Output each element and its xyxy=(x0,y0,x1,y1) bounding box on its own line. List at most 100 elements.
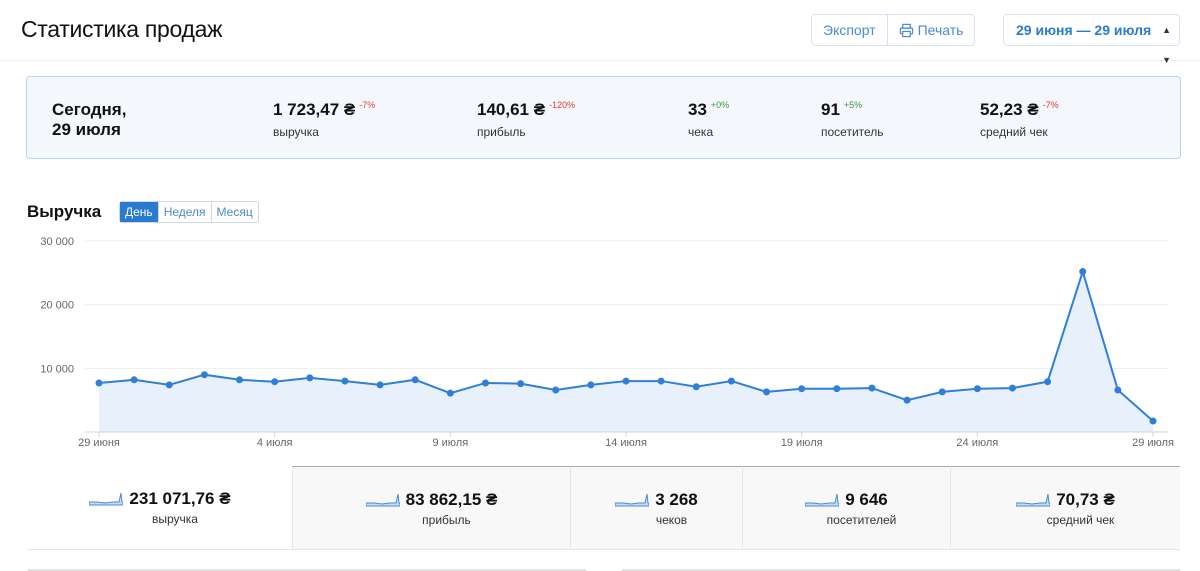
print-label: Печать xyxy=(917,22,964,38)
totals-bar: 231 071,76 ₴ выручка 83 862,15 ₴ прибыль 3 2… xyxy=(28,466,1180,550)
stat-delta: -7% xyxy=(1042,100,1059,110)
x-tick-label: 29 июля xyxy=(1132,437,1174,449)
x-tick-label: 19 июля xyxy=(781,437,823,449)
data-point xyxy=(622,377,630,385)
sparkline-icon xyxy=(365,493,400,506)
total-tab[interactable]: 3 268 чеков xyxy=(570,466,742,549)
total-label: посетителей xyxy=(826,512,897,527)
x-tick-label: 4 июля xyxy=(257,437,293,449)
export-button[interactable]: Экспорт xyxy=(812,15,887,45)
data-point xyxy=(798,385,806,393)
data-point xyxy=(763,388,771,396)
x-tick-label: 14 июля xyxy=(605,437,647,449)
total-tab[interactable]: 70,73 ₴ средний чек xyxy=(950,466,1180,549)
data-point xyxy=(481,379,489,387)
data-point xyxy=(130,376,138,384)
sparkline-icon xyxy=(805,493,840,506)
data-point xyxy=(587,381,595,389)
sparkline-icon xyxy=(615,493,650,506)
page-title: Статистика продаж xyxy=(21,16,223,42)
date-range-select[interactable]: 29 июня — 29 июля ▲ ▼ xyxy=(1003,14,1180,65)
header: Статистика продаж Экспорт Печать 29 июня… xyxy=(0,0,1200,65)
data-point xyxy=(903,396,911,404)
x-tick-label: 24 июля xyxy=(956,437,998,449)
stat-label: выручка xyxy=(273,125,319,139)
stat-delta: +5% xyxy=(843,100,863,110)
revenue-title: Выручка xyxy=(27,202,102,221)
data-point xyxy=(552,386,560,394)
sort-arrows-icon: ▲ ▼ xyxy=(1162,25,1171,65)
print-button[interactable]: Печать xyxy=(886,15,975,45)
y-tick-label: 10 000 xyxy=(40,363,74,375)
total-value: 70,73 ₴ xyxy=(1056,489,1115,509)
data-point xyxy=(306,374,314,382)
sparkline-icon xyxy=(89,492,124,506)
today-label: Сегодня, 29 июля xyxy=(52,100,127,139)
stat-value: 140,61 ₴ xyxy=(477,100,546,119)
today-stat: 52,23 ₴ -7% средний чек xyxy=(980,100,1059,139)
total-tab[interactable]: 83 862,15 ₴ прибыль xyxy=(292,466,570,549)
export-label: Экспорт xyxy=(823,22,876,38)
data-point xyxy=(1044,378,1052,386)
period-switcher: День Неделя Месяц xyxy=(119,201,259,223)
total-label: прибыль xyxy=(422,512,471,527)
data-point xyxy=(657,377,665,385)
data-point xyxy=(341,377,349,385)
sparkline-icon xyxy=(1016,493,1051,506)
data-point xyxy=(692,383,700,391)
date-range-value: 29 июня — 29 июля xyxy=(1016,22,1152,38)
data-point xyxy=(95,379,103,387)
stat-value: 52,23 ₴ xyxy=(980,100,1039,119)
data-point xyxy=(517,380,525,388)
divider xyxy=(622,569,1180,571)
data-point xyxy=(833,385,841,393)
data-point xyxy=(1114,386,1122,394)
revenue-chart: 10 000 20 000 30 000 29 июня 4 июля 9 июля 14 … xyxy=(40,236,1174,449)
stat-delta: -7% xyxy=(359,100,376,110)
data-point xyxy=(446,389,454,397)
today-summary: Сегодня, 29 июля 1 723,47 ₴ -7% выручка 140,… xyxy=(26,76,1181,159)
x-tick-label: 9 июля xyxy=(432,437,468,449)
data-point xyxy=(868,384,876,392)
y-tick-label: 20 000 xyxy=(40,300,74,312)
total-tab[interactable]: 9 646 посетителей xyxy=(742,466,950,549)
data-point xyxy=(376,381,384,389)
period-tab[interactable]: Месяц xyxy=(210,202,258,222)
today-stat: 1 723,47 ₴ -7% выручка xyxy=(273,100,375,139)
data-point xyxy=(1079,268,1087,276)
stat-value: 33 xyxy=(688,100,707,119)
total-label: чеков xyxy=(655,512,688,527)
stat-label: прибыль xyxy=(477,125,526,139)
total-label: выручка xyxy=(152,512,198,526)
area-fill xyxy=(99,271,1153,432)
data-point xyxy=(165,381,173,389)
stat-label: посетитель xyxy=(821,125,884,139)
stat-value: 91 xyxy=(821,100,840,119)
stat-label: средний чек xyxy=(980,125,1048,139)
stat-delta: +0% xyxy=(710,100,730,110)
period-tab[interactable]: Неделя xyxy=(157,202,211,222)
x-tick-label: 29 июня xyxy=(78,437,120,449)
data-point xyxy=(938,388,946,396)
total-value: 231 071,76 ₴ xyxy=(129,489,231,508)
stat-value: 1 723,47 ₴ xyxy=(273,100,356,119)
data-point xyxy=(1149,417,1157,425)
divider xyxy=(28,569,586,571)
data-point xyxy=(1008,384,1016,392)
stat-delta: -120% xyxy=(549,100,576,110)
period-tab[interactable]: День xyxy=(120,202,158,222)
stat-label: чека xyxy=(688,125,714,139)
today-stat: 140,61 ₴ -120% прибыль xyxy=(477,100,575,139)
data-point xyxy=(411,376,419,384)
data-point xyxy=(236,376,244,384)
data-point xyxy=(200,371,208,379)
total-label: средний чек xyxy=(1046,512,1115,527)
export-print-group: Экспорт Печать xyxy=(811,14,976,46)
total-value: 9 646 xyxy=(845,489,888,509)
data-point xyxy=(271,378,279,386)
today-stat: 33 +0% чека xyxy=(688,100,729,139)
total-value: 3 268 xyxy=(655,489,698,509)
total-tab[interactable]: 231 071,76 ₴ выручка xyxy=(28,466,292,549)
today-stat: 91 +5% посетитель xyxy=(821,100,884,139)
y-tick-label: 30 000 xyxy=(40,236,74,248)
